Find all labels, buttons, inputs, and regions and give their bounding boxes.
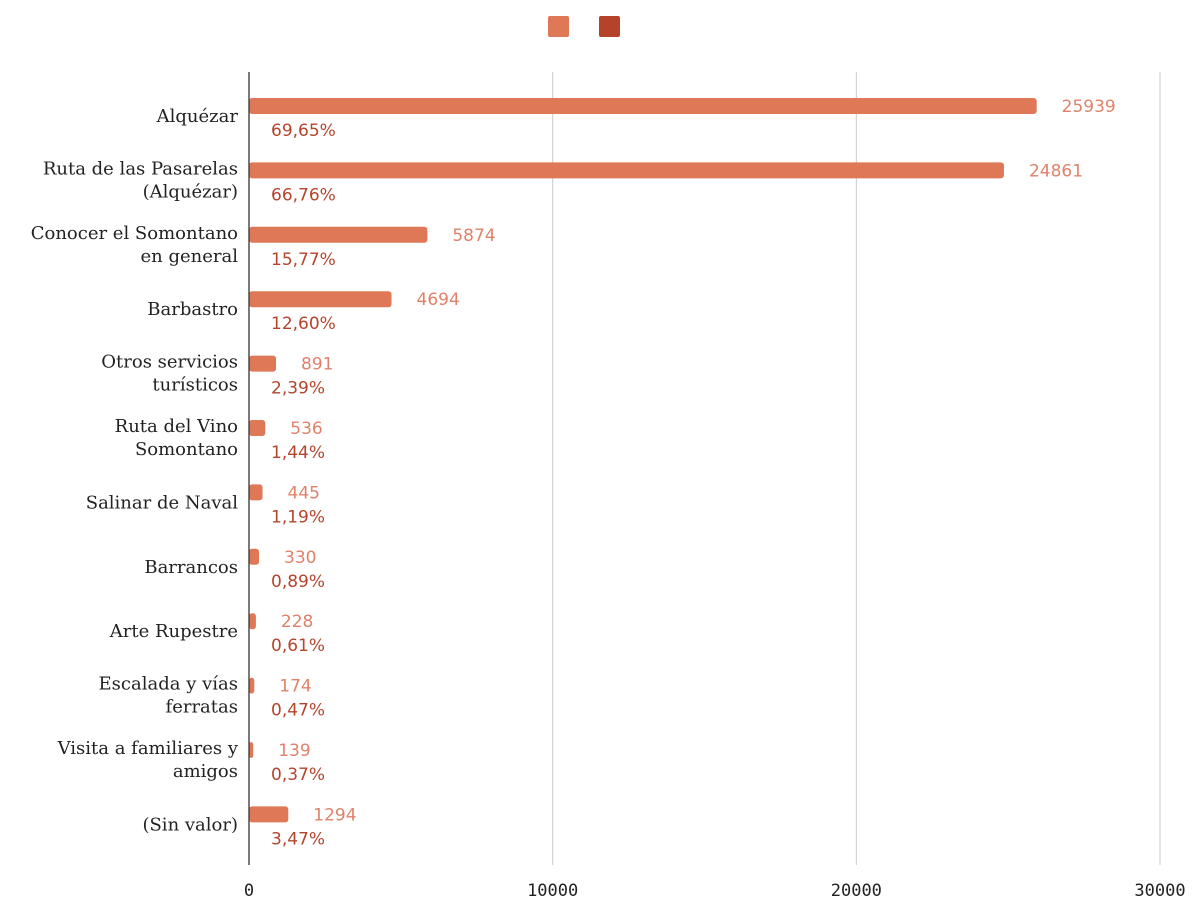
legend-swatch-0 (548, 16, 569, 37)
bar-value-label: 228 (281, 612, 313, 632)
bar-percent-label: 3,47% (271, 829, 325, 849)
bar-value-label: 445 (288, 483, 320, 503)
x-tick-label: 20000 (831, 881, 882, 901)
bar-percent-label: 0,89% (271, 572, 325, 592)
bar (249, 162, 1004, 179)
legend-swatch-1 (599, 16, 620, 37)
category-label: en general (141, 246, 239, 267)
bar-percent-label: 1,44% (271, 443, 325, 463)
category-label: (Alquézar) (143, 181, 238, 202)
bar-percent-label: 12,60% (271, 314, 336, 334)
bar-value-label: 24861 (1029, 161, 1083, 181)
bar-percent-label: 0,61% (271, 636, 325, 656)
bar (249, 355, 277, 372)
x-tick-label: 10000 (527, 881, 578, 901)
bar-value-label: 4694 (417, 290, 460, 310)
bar-percent-label: 69,65% (271, 121, 336, 141)
value-labels: 25939 69,65% 24861 66,76% 5874 15,77% 4694 12,6… (271, 97, 1116, 849)
bar-percent-label: 66,76% (271, 185, 336, 205)
bar (249, 548, 260, 565)
bar (249, 806, 289, 823)
category-label: Ruta de las Pasarelas (43, 158, 238, 179)
bar-value-label: 5874 (452, 226, 495, 246)
bar-percent-label: 1,19% (271, 507, 325, 527)
bar-value-label: 25939 (1062, 97, 1116, 117)
category-label: Barbastro (147, 299, 238, 320)
category-label: Arte Rupestre (109, 621, 238, 642)
category-labels: Alquézar Ruta de las Pasarelas(Alquézar) C… (31, 106, 239, 835)
category-label: ferratas (166, 697, 238, 718)
x-tick-labels: 0 10000 20000 30000 (244, 881, 1186, 901)
category-label: Visita a familiares y (57, 738, 239, 759)
bar-percent-label: 0,47% (271, 701, 325, 721)
gridlines (552, 72, 1161, 865)
bar (249, 226, 428, 243)
bar (249, 742, 254, 758)
category-label: amigos (173, 761, 238, 782)
bar-percent-label: 15,77% (271, 250, 336, 270)
bar (249, 98, 1037, 114)
category-label: Salinar de Naval (86, 492, 239, 513)
category-label: Somontano (135, 439, 238, 460)
bar-percent-label: 2,39% (271, 379, 325, 399)
bar-value-label: 330 (284, 548, 316, 568)
bar-percent-label: 0,37% (271, 765, 325, 785)
x-tick-label: 30000 (1134, 881, 1185, 901)
bar (249, 484, 263, 501)
bar (249, 420, 266, 436)
bar (249, 613, 256, 630)
category-label: Conocer el Somontano (31, 223, 238, 244)
bar-value-label: 174 (279, 677, 311, 697)
bar (249, 677, 255, 694)
legend (548, 16, 620, 37)
bar (249, 291, 392, 308)
category-label: turísticos (152, 375, 238, 396)
category-label: Escalada y vías (99, 674, 238, 695)
x-tick-label: 0 (244, 881, 254, 901)
bar-value-label: 1294 (313, 805, 356, 825)
category-label: Alquézar (156, 106, 239, 127)
category-label: (Sin valor) (142, 814, 238, 835)
bars (249, 98, 1037, 823)
category-label: Barrancos (144, 557, 238, 578)
category-label: Otros servicios (101, 352, 238, 373)
bar-value-label: 139 (278, 741, 310, 761)
bar-value-label: 536 (290, 419, 322, 439)
bar-value-label: 891 (301, 355, 333, 375)
category-label: Ruta del Vino (115, 416, 238, 437)
